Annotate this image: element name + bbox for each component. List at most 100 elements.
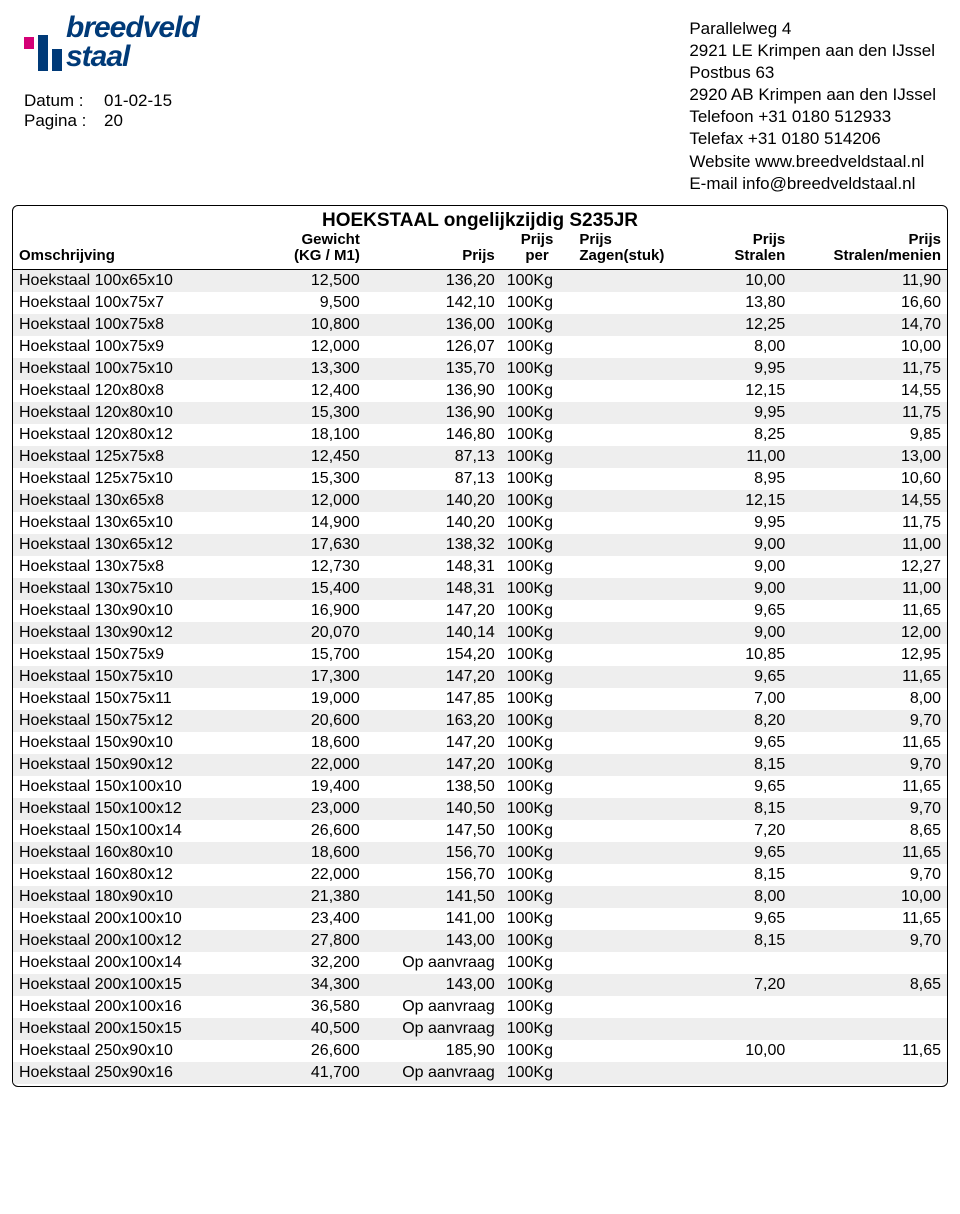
- cell-desc: Hoekstaal 150x75x9: [13, 644, 252, 666]
- table-row: Hoekstaal 160x80x1222,000156,70100Kg8,15…: [13, 864, 947, 886]
- cell-stralen: 9,65: [688, 776, 792, 798]
- cell-menien: [791, 996, 947, 1018]
- table-row: Hoekstaal 150x75x1017,300147,20100Kg9,65…: [13, 666, 947, 688]
- table-row: Hoekstaal 100x75x912,000126,07100Kg8,001…: [13, 336, 947, 358]
- table-title: HOEKSTAAL ongelijkzijdig S235JR: [13, 206, 947, 232]
- cell-weight: 21,380: [252, 886, 366, 908]
- table-row: Hoekstaal 200x100x1023,400141,00100Kg9,6…: [13, 908, 947, 930]
- cell-weight: 26,600: [252, 1040, 366, 1062]
- table-row: Hoekstaal 160x80x1018,600156,70100Kg9,65…: [13, 842, 947, 864]
- cell-stralen: 8,15: [688, 930, 792, 952]
- cell-per: 100Kg: [501, 842, 574, 864]
- cell-zagen: [573, 908, 687, 930]
- header-left: breedveld staal Datum : 01-02-15 Pagina …: [24, 14, 199, 195]
- cell-menien: 12,27: [791, 556, 947, 578]
- cell-menien: 16,60: [791, 292, 947, 314]
- cell-per: 100Kg: [501, 754, 574, 776]
- cell-desc: Hoekstaal 200x100x12: [13, 930, 252, 952]
- cell-per: 100Kg: [501, 424, 574, 446]
- cell-desc: Hoekstaal 200x100x15: [13, 974, 252, 996]
- cell-zagen: [573, 292, 687, 314]
- cell-stralen: [688, 1018, 792, 1040]
- cell-stralen: [688, 952, 792, 974]
- cell-desc: Hoekstaal 200x100x16: [13, 996, 252, 1018]
- cell-price: 156,70: [366, 842, 501, 864]
- cell-weight: 19,000: [252, 688, 366, 710]
- cell-price: 148,31: [366, 556, 501, 578]
- cell-weight: 17,300: [252, 666, 366, 688]
- cell-price: 141,00: [366, 908, 501, 930]
- cell-zagen: [573, 864, 687, 886]
- doc-meta: Datum : 01-02-15 Pagina : 20: [24, 91, 199, 131]
- cell-zagen: [573, 468, 687, 490]
- cell-desc: Hoekstaal 150x100x14: [13, 820, 252, 842]
- table-row: Hoekstaal 250x90x1026,600185,90100Kg10,0…: [13, 1040, 947, 1062]
- price-table-container: HOEKSTAAL ongelijkzijdig S235JR Omschrij…: [12, 205, 948, 1087]
- cell-stralen: 8,25: [688, 424, 792, 446]
- cell-zagen: [573, 842, 687, 864]
- col-desc-header: Omschrijving: [13, 232, 252, 270]
- address-line: Telefoon +31 0180 512933: [689, 106, 936, 128]
- cell-per: 100Kg: [501, 512, 574, 534]
- cell-desc: Hoekstaal 100x75x9: [13, 336, 252, 358]
- cell-menien: 11,65: [791, 600, 947, 622]
- cell-menien: 8,00: [791, 688, 947, 710]
- cell-menien: 9,70: [791, 798, 947, 820]
- table-row: Hoekstaal 120x80x1218,100146,80100Kg8,25…: [13, 424, 947, 446]
- table-row: Hoekstaal 150x100x1223,000140,50100Kg8,1…: [13, 798, 947, 820]
- cell-zagen: [573, 820, 687, 842]
- cell-zagen: [573, 534, 687, 556]
- cell-price: 140,20: [366, 512, 501, 534]
- cell-weight: 12,000: [252, 490, 366, 512]
- cell-zagen: [573, 754, 687, 776]
- cell-per: 100Kg: [501, 688, 574, 710]
- cell-zagen: [573, 380, 687, 402]
- cell-menien: 10,00: [791, 336, 947, 358]
- cell-weight: 15,400: [252, 578, 366, 600]
- cell-price: 87,13: [366, 446, 501, 468]
- cell-stralen: 10,00: [688, 269, 792, 292]
- cell-price: 136,20: [366, 269, 501, 292]
- cell-menien: 11,75: [791, 512, 947, 534]
- cell-per: 100Kg: [501, 1040, 574, 1062]
- cell-menien: 9,70: [791, 930, 947, 952]
- cell-weight: 12,450: [252, 446, 366, 468]
- cell-stralen: 9,65: [688, 908, 792, 930]
- cell-desc: Hoekstaal 125x75x8: [13, 446, 252, 468]
- cell-per: 100Kg: [501, 1018, 574, 1040]
- col-stralen-header: PrijsStralen: [688, 232, 792, 270]
- cell-desc: Hoekstaal 250x90x10: [13, 1040, 252, 1062]
- cell-menien: 8,65: [791, 820, 947, 842]
- table-row: Hoekstaal 130x65x1217,630138,32100Kg9,00…: [13, 534, 947, 556]
- cell-menien: 9,70: [791, 864, 947, 886]
- cell-stralen: [688, 996, 792, 1018]
- cell-price: Op aanvraag: [366, 1062, 501, 1084]
- cell-stralen: 7,20: [688, 974, 792, 996]
- cell-per: 100Kg: [501, 402, 574, 424]
- col-per-header: Prijsper: [501, 232, 574, 270]
- cell-price: 147,20: [366, 666, 501, 688]
- cell-weight: 10,800: [252, 314, 366, 336]
- cell-stralen: 8,15: [688, 754, 792, 776]
- cell-desc: Hoekstaal 150x75x10: [13, 666, 252, 688]
- cell-per: 100Kg: [501, 864, 574, 886]
- cell-stralen: 9,00: [688, 622, 792, 644]
- price-table: Omschrijving Gewicht(KG / M1) Prijs Prij…: [13, 232, 947, 1084]
- cell-desc: Hoekstaal 120x80x12: [13, 424, 252, 446]
- col-price-header: Prijs: [366, 232, 501, 270]
- table-row: Hoekstaal 200x100x1227,800143,00100Kg8,1…: [13, 930, 947, 952]
- table-row: Hoekstaal 150x100x1426,600147,50100Kg7,2…: [13, 820, 947, 842]
- cell-price: 126,07: [366, 336, 501, 358]
- cell-weight: 15,700: [252, 644, 366, 666]
- cell-zagen: [573, 269, 687, 292]
- address-line: Website www.breedveldstaal.nl: [689, 151, 936, 173]
- cell-per: 100Kg: [501, 886, 574, 908]
- cell-per: 100Kg: [501, 358, 574, 380]
- cell-desc: Hoekstaal 150x75x12: [13, 710, 252, 732]
- cell-desc: Hoekstaal 120x80x8: [13, 380, 252, 402]
- cell-weight: 40,500: [252, 1018, 366, 1040]
- cell-zagen: [573, 622, 687, 644]
- cell-weight: 12,500: [252, 269, 366, 292]
- cell-zagen: [573, 424, 687, 446]
- cell-desc: Hoekstaal 160x80x12: [13, 864, 252, 886]
